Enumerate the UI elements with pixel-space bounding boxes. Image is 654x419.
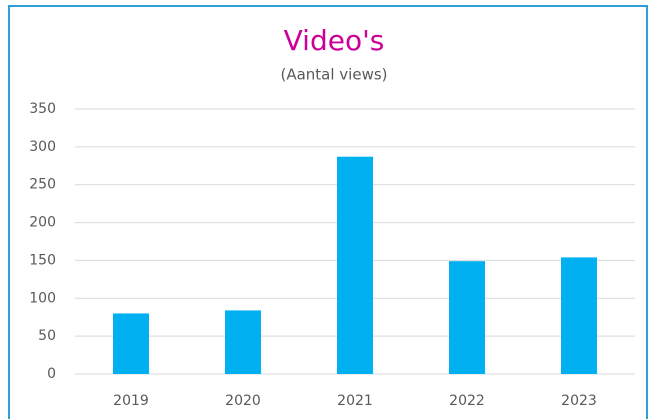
bar	[449, 261, 485, 374]
y-tick-label: 200	[29, 215, 56, 231]
chart-title: Video's	[284, 24, 385, 57]
y-tick-label: 0	[47, 366, 56, 382]
bar	[225, 310, 261, 374]
x-tick-label: 2023	[561, 393, 597, 409]
y-tick-label: 250	[29, 177, 56, 193]
y-tick-label: 100	[29, 290, 56, 306]
y-tick-label: 350	[29, 101, 56, 117]
y-tick-label: 300	[29, 139, 56, 155]
bar	[561, 257, 597, 374]
y-tick-label: 50	[38, 328, 56, 344]
bar	[113, 313, 149, 374]
x-tick-label: 2021	[337, 393, 373, 409]
x-tick-label: 2020	[225, 393, 261, 409]
x-tick-label: 2019	[113, 393, 149, 409]
y-tick-label: 150	[29, 252, 56, 268]
x-tick-label: 2022	[449, 393, 485, 409]
bar	[337, 156, 373, 374]
chart-subtitle: (Aantal views)	[280, 66, 387, 84]
